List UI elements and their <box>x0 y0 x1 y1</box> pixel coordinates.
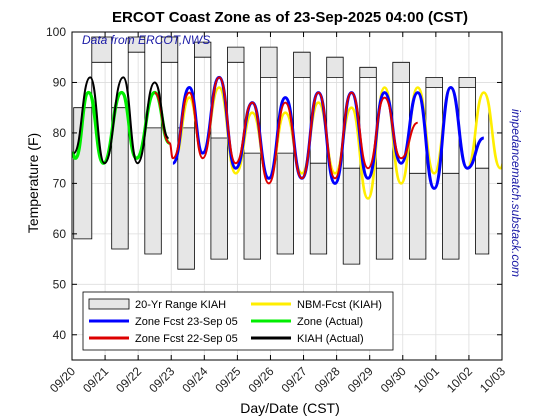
x-tick-label: 09/22 <box>113 364 144 395</box>
x-tick-label: 09/27 <box>279 364 310 395</box>
legend-label: Zone (Actual) <box>297 316 363 328</box>
x-tick-label: 09/20 <box>47 364 78 395</box>
legend-label: KIAH (Actual) <box>297 333 364 345</box>
x-tick-label: 09/26 <box>245 364 276 395</box>
plot-clip-group <box>72 36 502 270</box>
x-tick-label: 09/23 <box>146 364 177 395</box>
y-tick-label: 50 <box>53 277 67 291</box>
legend-label: Zone Fcst 22-Sep 05 <box>135 333 238 345</box>
x-tick-label: 10/01 <box>411 364 442 395</box>
series-line-zone-fcst-22-sep-05 <box>153 76 419 185</box>
chart-title: ERCOT Coast Zone as of 23-Sep-2025 04:00… <box>112 9 468 26</box>
x-tick-label: 09/21 <box>80 364 111 395</box>
y-tick-label: 70 <box>53 176 67 190</box>
x-tick-label: 09/24 <box>179 364 210 395</box>
y-tick-label: 100 <box>46 25 66 39</box>
y-tick-label: 40 <box>53 328 67 342</box>
x-axis-label: Day/Date (CST) <box>240 400 340 416</box>
y-axis-label: Temperature (F) <box>25 133 41 233</box>
series-line-kiah-actual <box>72 76 170 165</box>
legend-label: Zone Fcst 23-Sep 05 <box>135 316 238 328</box>
x-tick-label: 10/03 <box>477 364 508 395</box>
data-source-annotation: Data from ERCOT,NWS <box>82 33 210 47</box>
x-tick-label: 09/25 <box>212 364 243 395</box>
x-tick-label: 09/29 <box>345 364 376 395</box>
y-tick-label: 80 <box>53 126 67 140</box>
legend-swatch-range <box>88 298 130 310</box>
legend-label: 20-Yr Range KIAH <box>135 299 226 311</box>
x-tick-label: 10/02 <box>444 364 475 395</box>
legend-box <box>82 291 394 351</box>
legend-label: NBM-Fcst (KIAH) <box>297 299 382 311</box>
y-tick-label: 90 <box>53 75 67 89</box>
legend: 20-Yr Range KIAH Zone Fcst 23-Sep 05 Zone … <box>82 291 394 351</box>
y-tick-label: 60 <box>53 227 67 241</box>
plot-border <box>71 31 503 361</box>
website-annotation: impedancematch.substack.com <box>509 109 523 277</box>
x-tick-label: 09/28 <box>312 364 343 395</box>
x-tick-label: 09/30 <box>378 364 409 395</box>
